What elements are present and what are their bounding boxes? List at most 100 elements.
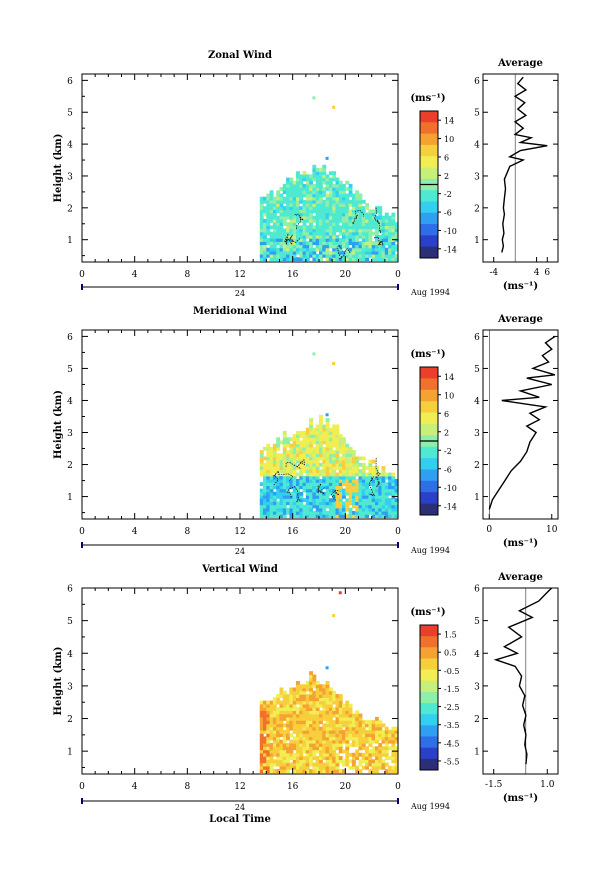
colorbar-swatch bbox=[420, 691, 438, 704]
data-cell bbox=[319, 231, 323, 236]
data-cell bbox=[282, 456, 287, 461]
data-cell bbox=[266, 222, 271, 226]
data-cell bbox=[259, 254, 264, 258]
data-cell bbox=[276, 700, 281, 705]
data-cell bbox=[309, 713, 313, 718]
data-cell bbox=[289, 752, 294, 757]
data-cell bbox=[292, 720, 297, 725]
data-cell bbox=[338, 183, 343, 188]
data-cell bbox=[312, 164, 317, 169]
data-cell bbox=[332, 171, 337, 175]
data-cell bbox=[325, 694, 330, 698]
data-cell bbox=[259, 219, 264, 223]
data-cell bbox=[328, 215, 333, 220]
data-cell bbox=[322, 180, 327, 185]
data-cell bbox=[272, 257, 277, 261]
data-cell bbox=[325, 212, 330, 217]
data-cell bbox=[338, 501, 343, 506]
data-cell bbox=[388, 498, 392, 502]
data-cell bbox=[292, 514, 297, 518]
data-cell bbox=[286, 475, 290, 480]
data-cell bbox=[365, 472, 369, 477]
data-cell bbox=[309, 187, 313, 191]
data-cell bbox=[378, 257, 383, 261]
data-cell bbox=[279, 187, 284, 191]
data-cell bbox=[351, 726, 356, 731]
data-cell bbox=[335, 479, 340, 483]
data-cell bbox=[371, 459, 376, 464]
data-cell bbox=[289, 180, 294, 185]
data-cell bbox=[315, 234, 320, 239]
data-cell bbox=[296, 739, 300, 744]
data-cell bbox=[279, 700, 284, 705]
data-cell bbox=[309, 752, 313, 757]
data-cell bbox=[305, 469, 310, 474]
data-cell bbox=[269, 507, 274, 512]
data-cell bbox=[332, 507, 337, 512]
data-cell bbox=[332, 206, 337, 210]
data-cell bbox=[348, 225, 353, 230]
data-cell bbox=[332, 466, 337, 470]
data-cell bbox=[279, 713, 284, 718]
data-cell bbox=[335, 247, 340, 252]
data-cell bbox=[259, 228, 264, 233]
data-cell bbox=[309, 729, 313, 734]
data-cell bbox=[332, 498, 337, 502]
data-cell bbox=[381, 244, 386, 249]
data-cell bbox=[358, 720, 363, 725]
data-cell bbox=[272, 475, 277, 480]
data-cell bbox=[296, 746, 300, 751]
data-cell bbox=[259, 769, 264, 773]
data-cell bbox=[391, 743, 396, 747]
data-cell bbox=[384, 746, 389, 751]
data-cell bbox=[299, 440, 304, 445]
data-cell bbox=[289, 479, 294, 483]
zero-contour bbox=[373, 236, 384, 246]
data-cell bbox=[328, 212, 333, 217]
data-cell bbox=[335, 504, 340, 509]
data-cell bbox=[282, 485, 287, 490]
data-cell bbox=[302, 716, 307, 721]
data-cell bbox=[296, 697, 300, 702]
data-cell bbox=[259, 215, 264, 220]
data-cell bbox=[315, 498, 320, 502]
data-cell bbox=[328, 769, 333, 773]
data-cell bbox=[319, 414, 323, 419]
data-cell bbox=[309, 491, 313, 496]
data-cell bbox=[338, 469, 343, 474]
colorbar-swatch bbox=[420, 156, 438, 168]
data-cell bbox=[342, 250, 346, 255]
data-cell bbox=[315, 707, 320, 711]
data-cell bbox=[289, 710, 294, 715]
data-cell bbox=[286, 450, 290, 454]
data-cell bbox=[309, 485, 313, 490]
data-cell bbox=[302, 215, 307, 220]
data-cell bbox=[361, 723, 366, 728]
data-cell bbox=[358, 206, 363, 210]
data-cell bbox=[309, 212, 313, 217]
data-cell bbox=[332, 720, 337, 725]
data-cell bbox=[365, 501, 369, 506]
data-cell bbox=[355, 749, 360, 754]
data-cell bbox=[325, 690, 330, 695]
data-cell bbox=[286, 479, 290, 483]
data-cell bbox=[263, 746, 267, 751]
data-cell bbox=[348, 498, 353, 502]
data-cell bbox=[266, 511, 271, 515]
data-cell bbox=[292, 762, 297, 767]
data-cell bbox=[286, 440, 290, 445]
data-cell bbox=[378, 723, 383, 728]
data-cell bbox=[315, 231, 320, 236]
data-cell bbox=[312, 434, 317, 438]
data-cell bbox=[338, 250, 343, 255]
data-cell bbox=[345, 710, 350, 715]
data-cell bbox=[302, 187, 307, 191]
data-cell bbox=[375, 206, 379, 210]
data-cell bbox=[292, 472, 297, 477]
data-cell bbox=[279, 244, 284, 249]
data-cell bbox=[282, 244, 287, 249]
data-cell bbox=[305, 498, 310, 502]
data-cell bbox=[322, 710, 327, 715]
data-cell bbox=[305, 247, 310, 252]
data-cell bbox=[282, 504, 287, 509]
